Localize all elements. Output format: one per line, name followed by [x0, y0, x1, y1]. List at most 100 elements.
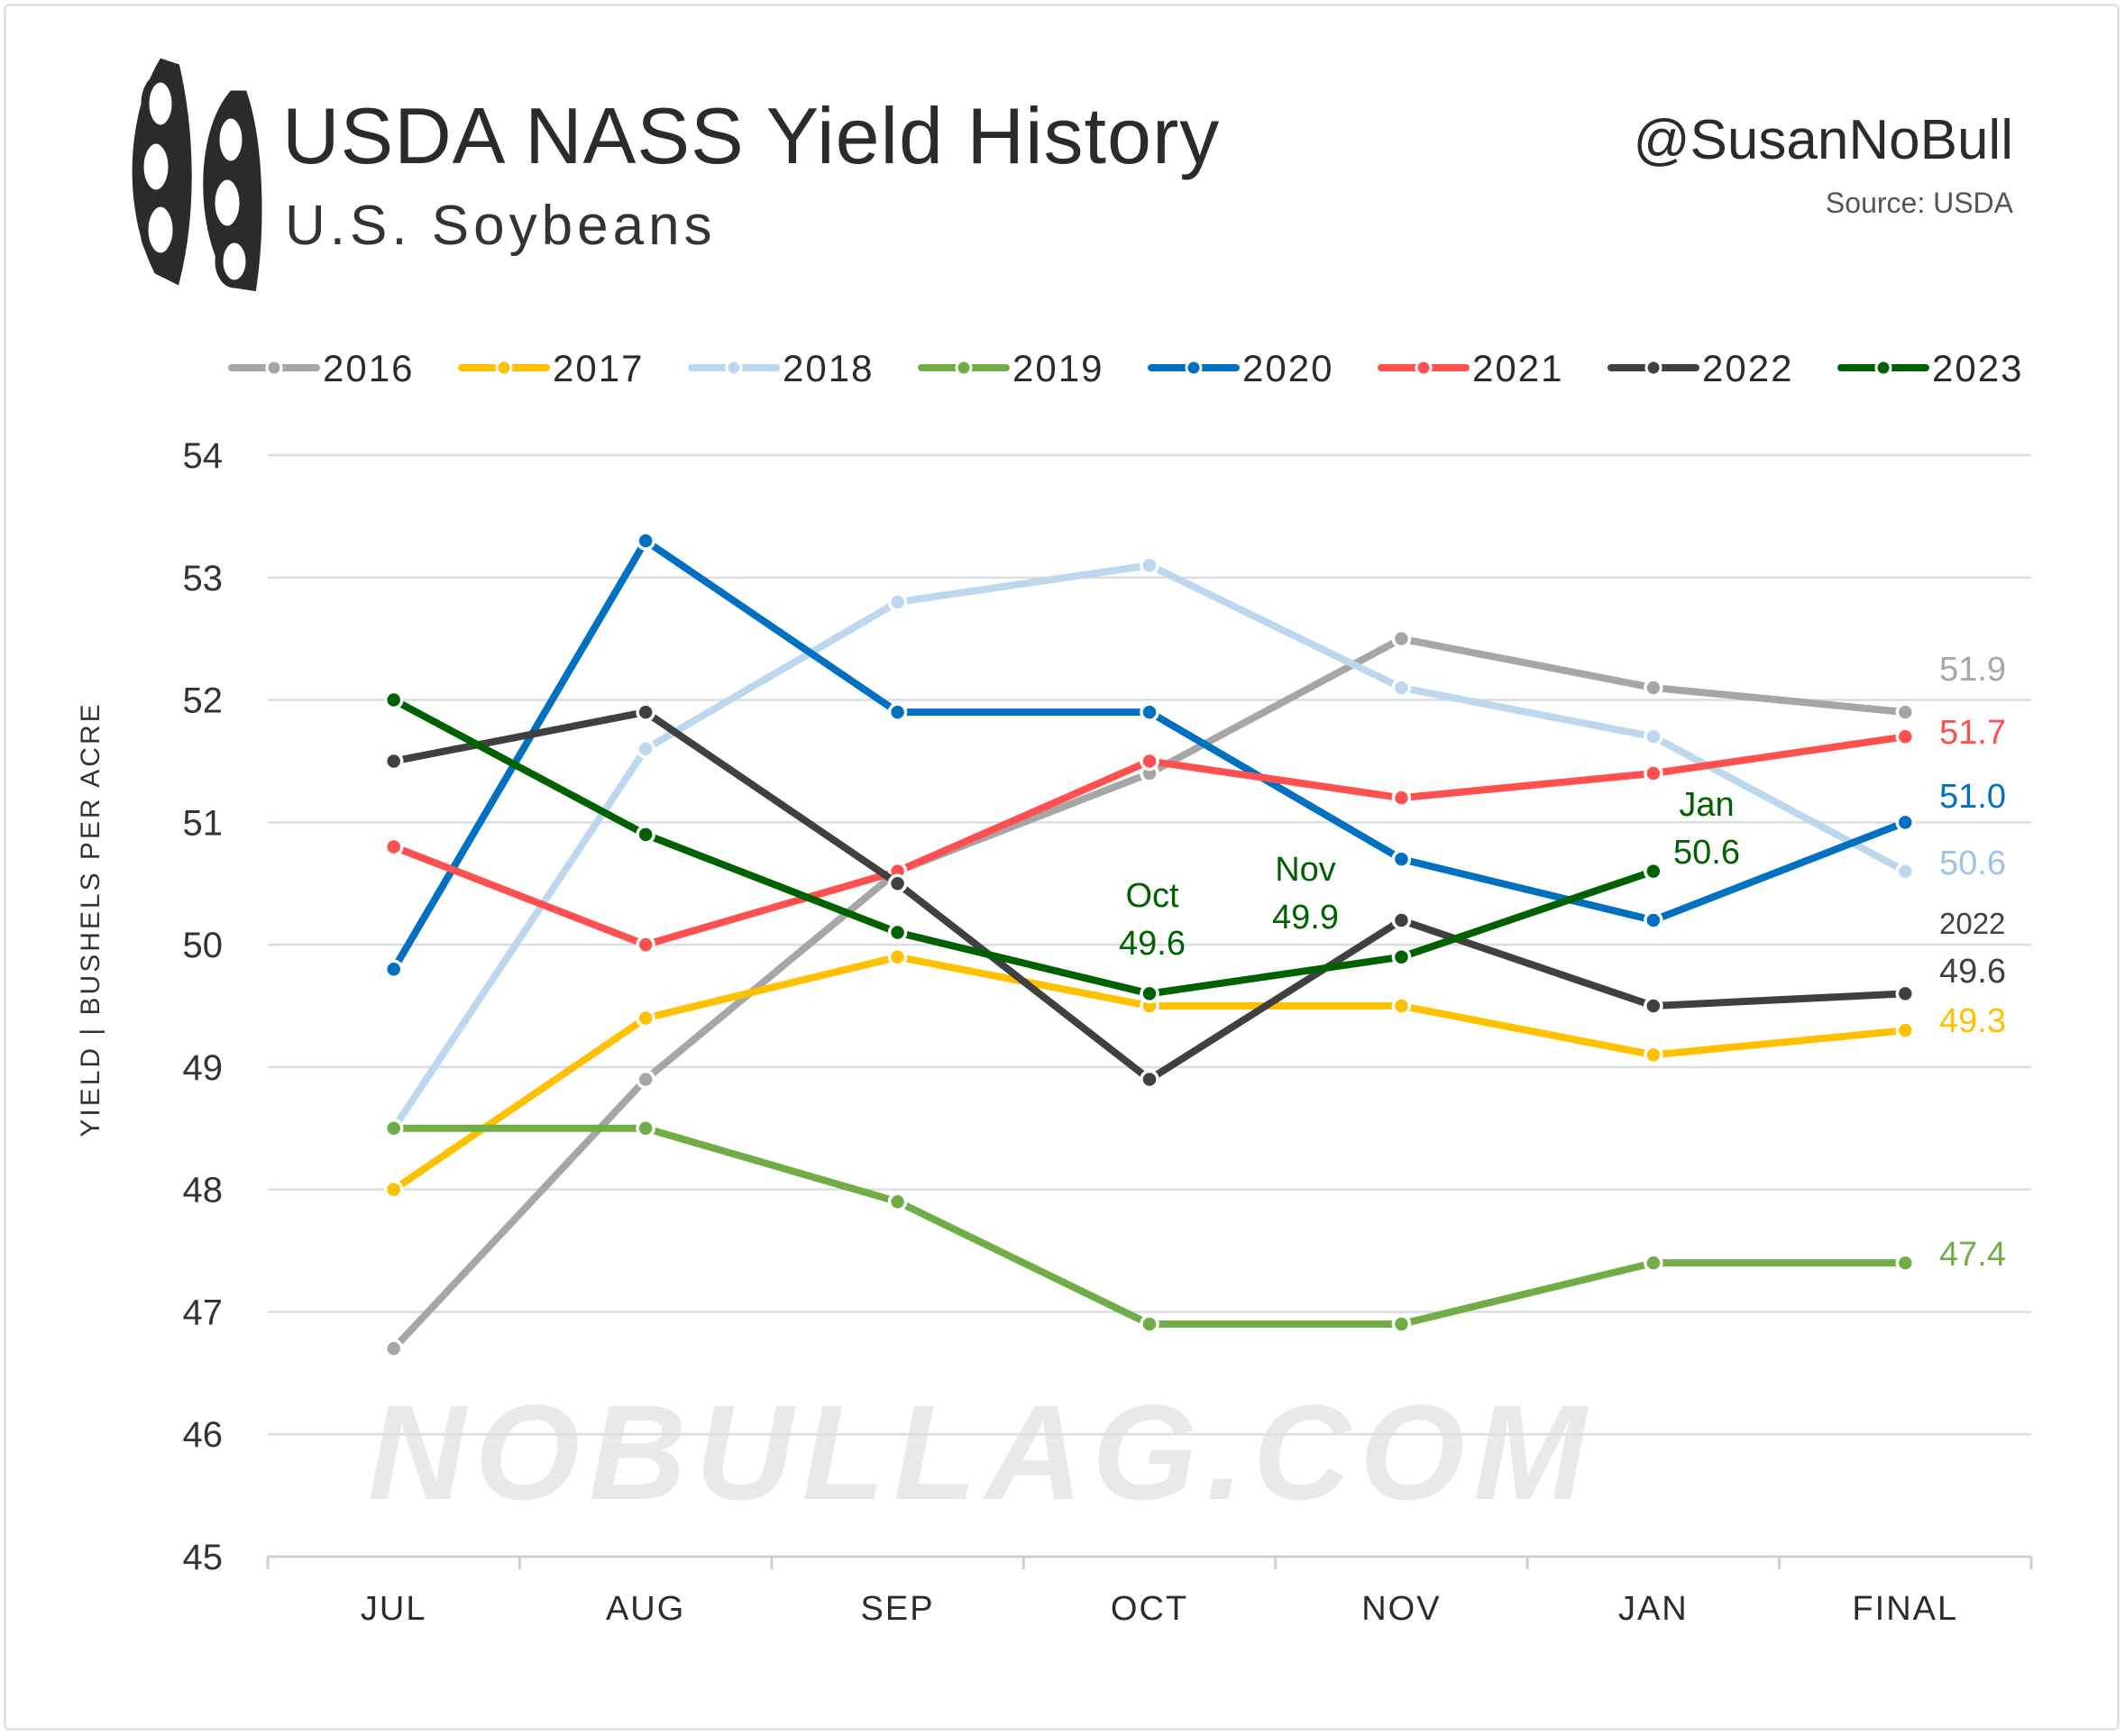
y-tick-label: 54 — [183, 436, 224, 476]
end-caption-2022: 2022 — [1939, 907, 2005, 940]
soybean-pod-icon — [132, 58, 262, 292]
legend-marker — [725, 359, 743, 377]
data-point-2020 — [887, 702, 908, 722]
annotation-value: 49.9 — [1272, 899, 1339, 937]
data-point-2020 — [383, 959, 404, 980]
legend-item: 2017 — [458, 347, 642, 389]
y-tick-label: 48 — [183, 1171, 224, 1211]
data-point-2017 — [1644, 1045, 1663, 1065]
series-2022 — [383, 702, 1916, 1090]
series-2023 — [383, 690, 1663, 1004]
chart-frame — [4, 4, 2120, 1731]
legend-label: 2018 — [783, 347, 874, 389]
legend-marker — [1644, 359, 1662, 377]
data-point-2017 — [887, 946, 908, 967]
x-tick-label: NOV — [1361, 1590, 1441, 1628]
series-2020 — [383, 531, 1916, 980]
legend-marker — [955, 359, 973, 377]
labels-layer: 51.9 49.3 50.6 47.4 51.0 51.7 49.6 2022 Oct 49.6 N… — [1119, 651, 2006, 1274]
data-point-2023 — [887, 922, 908, 943]
data-point-2022 — [1391, 910, 1412, 930]
data-point-2020 — [1140, 702, 1159, 722]
y-tick-label: 50 — [183, 926, 224, 965]
end-label-2021: 51.7 — [1939, 714, 2006, 752]
y-tick-label: 52 — [183, 681, 224, 721]
data-point-2018 — [887, 592, 908, 612]
y-axis-label: YIELD | BUSHELS PER ACRE — [76, 701, 105, 1137]
end-label-2017: 49.3 — [1939, 1002, 2006, 1040]
legend-label: 2023 — [1932, 347, 2023, 389]
data-point-2016 — [1895, 702, 1916, 722]
data-point-2018 — [1895, 861, 1916, 882]
gridlines — [268, 453, 2031, 1436]
data-point-2019 — [1140, 1314, 1159, 1334]
annotation-oct: Oct 49.6 — [1119, 877, 1186, 963]
page-subtitle: U.S. Soybeans — [285, 195, 717, 257]
end-label-2020: 51.0 — [1939, 778, 2006, 816]
data-point-2018 — [636, 739, 655, 759]
data-point-2021 — [1391, 788, 1412, 808]
data-point-2017 — [1895, 1020, 1916, 1040]
data-point-2018 — [1391, 678, 1412, 698]
legend-marker — [1874, 359, 1892, 377]
legend-label: 2021 — [1472, 347, 1563, 389]
x-tick-label: JAN — [1618, 1590, 1689, 1628]
data-point-2019 — [1644, 1253, 1663, 1273]
data-point-2022 — [1644, 996, 1663, 1016]
legend-item: 2023 — [1837, 347, 2023, 389]
legend-item: 2016 — [228, 347, 412, 389]
author-handle: @SusanNoBull — [1633, 109, 2013, 171]
data-point-2017 — [636, 1008, 655, 1028]
legend-item: 2021 — [1378, 347, 1563, 389]
legend-marker — [495, 359, 513, 377]
series-line-2023 — [389, 696, 1657, 998]
legend-item: 2018 — [688, 347, 874, 389]
annotation-month: Nov — [1275, 851, 1336, 889]
annotation-nov: Nov 49.9 — [1272, 851, 1339, 937]
y-tick-label: 51 — [183, 803, 224, 843]
legend: 2016 2017 2018 2019 2020 2021 2022 2023 — [228, 347, 2023, 389]
page-title: USDA NASS Yield History — [282, 91, 1221, 180]
legend-marker — [265, 359, 283, 377]
data-point-2019 — [1391, 1314, 1412, 1334]
legend-label: 2022 — [1702, 347, 1793, 389]
end-label-2018: 50.6 — [1939, 845, 2006, 882]
legend-marker — [1415, 359, 1433, 377]
series-2021 — [383, 726, 1916, 955]
watermark: NOBULLAG.COM — [368, 1376, 1596, 1528]
y-tick-label: 53 — [183, 559, 224, 598]
data-point-2023 — [636, 825, 655, 845]
legend-item: 2019 — [918, 347, 1104, 389]
series-2019 — [383, 1119, 1916, 1334]
data-point-2022 — [383, 751, 404, 772]
data-point-2022 — [1895, 983, 1916, 1004]
source-note: Source: USDA — [1825, 187, 2013, 219]
data-point-2019 — [383, 1119, 404, 1138]
data-point-2022 — [636, 702, 655, 722]
data-point-2018 — [1644, 726, 1663, 747]
data-point-2018 — [1140, 555, 1159, 575]
data-point-2016 — [636, 1069, 655, 1090]
data-point-2021 — [1140, 751, 1159, 772]
series-layer — [383, 531, 1916, 1358]
legend-label: 2019 — [1012, 347, 1104, 389]
data-point-2019 — [887, 1192, 908, 1211]
data-point-2016 — [1644, 678, 1663, 698]
data-point-2023 — [1644, 861, 1663, 882]
end-label-2016: 51.9 — [1939, 651, 2006, 689]
legend-label: 2020 — [1242, 347, 1333, 389]
x-tick-label: FINAL — [1852, 1590, 1958, 1628]
data-point-2016 — [1391, 628, 1412, 649]
data-point-2021 — [383, 836, 404, 857]
data-point-2023 — [1140, 983, 1159, 1004]
data-point-2022 — [1140, 1069, 1159, 1090]
y-tick-label: 45 — [183, 1538, 224, 1577]
x-tick-label: OCT — [1111, 1590, 1188, 1628]
x-tick-label: JUL — [361, 1590, 427, 1628]
data-point-2020 — [1644, 910, 1663, 930]
annotation-month: Oct — [1125, 877, 1179, 915]
legend-marker — [1185, 359, 1203, 377]
annotation-value: 49.6 — [1119, 925, 1186, 963]
annotation-month: Jan — [1679, 786, 1734, 824]
x-tick-label: AUG — [606, 1590, 685, 1628]
